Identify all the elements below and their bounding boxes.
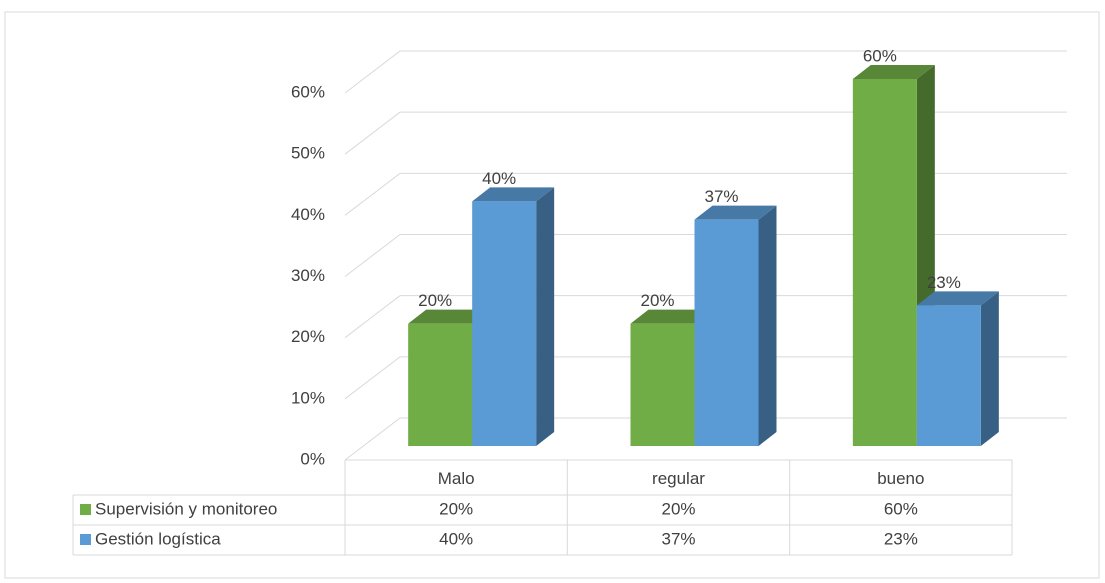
- x-tick-label: Malo: [438, 469, 475, 488]
- y-tick-label: 40%: [291, 205, 325, 224]
- data-label: 60%: [863, 46, 897, 65]
- bar: [694, 219, 759, 446]
- y-tick-label: 10%: [291, 388, 325, 407]
- data-label: 40%: [482, 169, 516, 188]
- grid-line: [344, 356, 1067, 400]
- legend-label: Supervisión y monitoreo: [95, 499, 277, 518]
- grid-line: [344, 172, 1067, 216]
- table-cell: 40%: [439, 529, 473, 548]
- legend-swatch: [80, 534, 91, 545]
- bar: [852, 79, 917, 446]
- data-label: 20%: [640, 291, 674, 310]
- bar-top: [916, 291, 999, 306]
- grid-line: [344, 234, 1067, 277]
- bar: [472, 201, 537, 446]
- bar-top: [472, 187, 555, 202]
- data-label: 23%: [927, 273, 961, 292]
- bar-side: [536, 187, 555, 447]
- data-label: 37%: [704, 187, 738, 206]
- bar: [630, 323, 695, 446]
- y-tick-label: 60%: [291, 82, 325, 101]
- table-cell: 37%: [661, 529, 695, 548]
- data-label: 20%: [418, 291, 452, 310]
- bar-side: [758, 205, 777, 446]
- bar-top: [630, 309, 713, 324]
- x-tick-label: bueno: [877, 469, 924, 488]
- legend-label: Gestión logística: [95, 529, 221, 548]
- table-cell: 23%: [884, 529, 918, 548]
- y-tick-label: 20%: [291, 327, 325, 346]
- y-tick-label: 0%: [300, 449, 325, 468]
- grid-line: [344, 295, 1067, 339]
- table-cell: 20%: [661, 499, 695, 518]
- grid-line: [344, 50, 1067, 94]
- grid-line: [344, 417, 1067, 461]
- legend-swatch: [80, 504, 91, 515]
- table-cell: 60%: [884, 499, 918, 518]
- bar-top: [694, 205, 777, 220]
- bar-top: [852, 65, 935, 79]
- y-tick-label: 30%: [291, 266, 325, 285]
- grid-line: [344, 111, 1067, 155]
- table-cell: 20%: [439, 499, 473, 518]
- y-tick-label: 50%: [291, 144, 325, 163]
- bar: [408, 323, 473, 446]
- bar-side: [980, 291, 999, 446]
- x-tick-label: regular: [652, 469, 705, 488]
- bar-top: [408, 309, 491, 324]
- bar: [916, 305, 981, 446]
